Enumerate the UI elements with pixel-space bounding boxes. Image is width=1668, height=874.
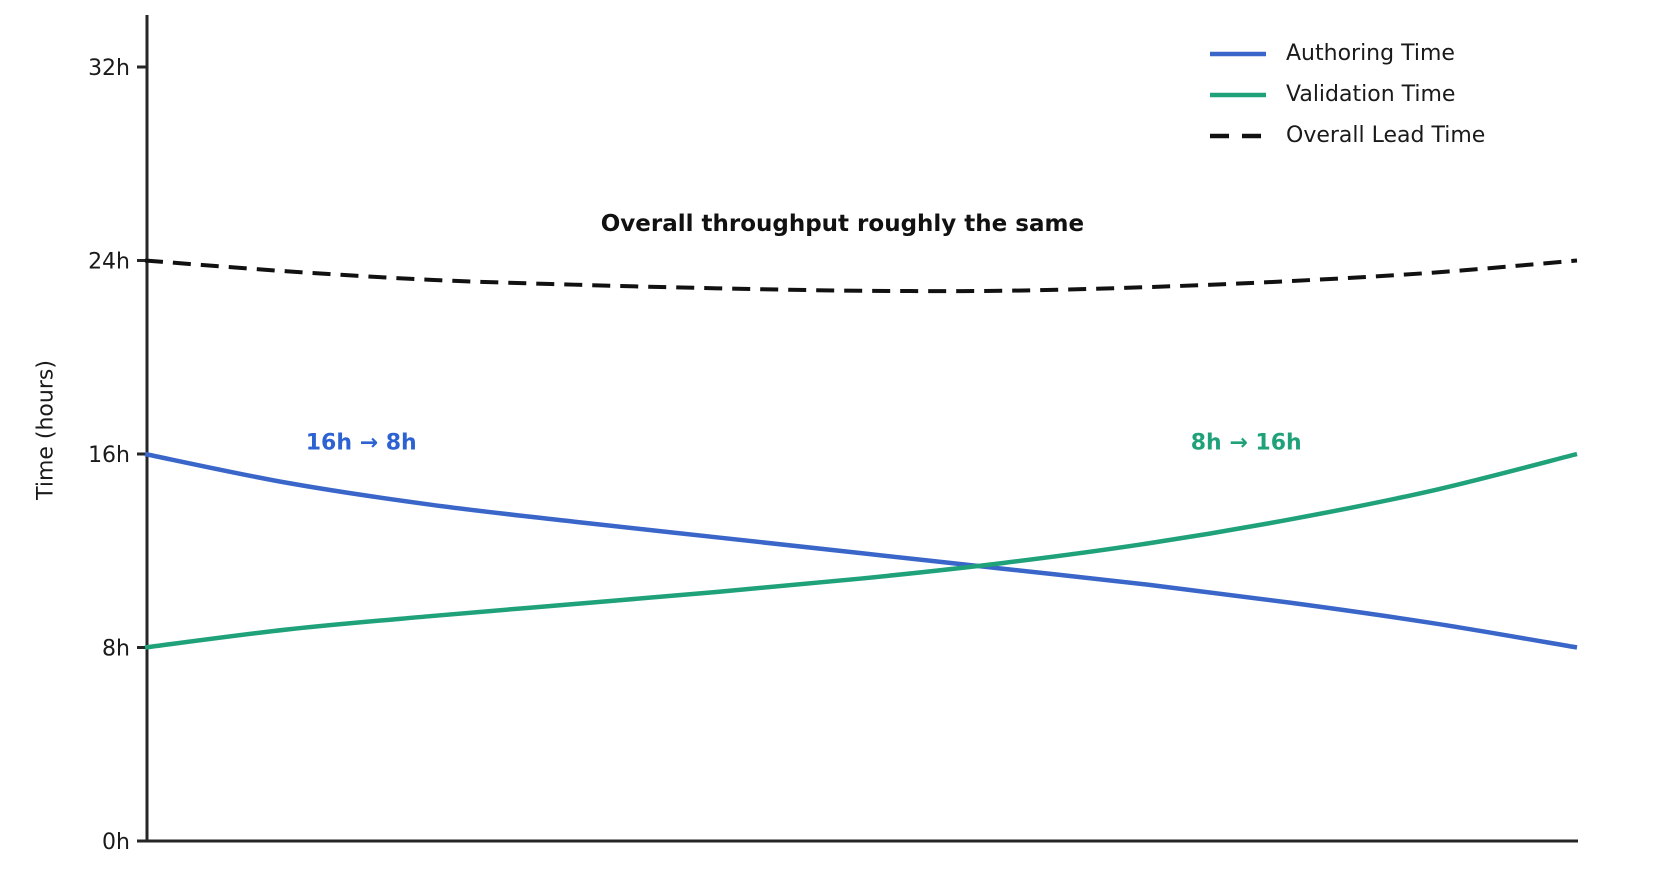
annotation-overall-throughput: Overall throughput roughly the same: [600, 211, 1085, 238]
legend-label: Validation Time: [1286, 82, 1456, 107]
y-tick-label: 8h: [102, 637, 130, 662]
legend-item-overall-lead-time: Overall Lead Time: [1210, 115, 1485, 156]
annotation-validation-time-change: 8h → 16h: [1190, 430, 1302, 456]
y-tick-label: 24h: [88, 250, 130, 275]
legend-label: Overall Lead Time: [1286, 123, 1486, 148]
legend-item-authoring-time: Authoring Time: [1210, 33, 1485, 74]
y-tick-label: 32h: [88, 56, 130, 81]
y-axis-label: Time (hours): [33, 360, 59, 500]
legend: Authoring Time Validation Time Overall Lea…: [1210, 33, 1485, 156]
legend-swatch-line: [1210, 51, 1266, 56]
legend-swatch-line: [1210, 133, 1266, 138]
y-tick-label: 16h: [88, 443, 130, 468]
series-line-validation-time: [144, 451, 1578, 650]
legend-swatch-line: [1210, 92, 1266, 97]
series-line-overall-lead-time: [144, 258, 1578, 294]
annotation-authoring-time-change: 16h → 8h: [305, 430, 417, 456]
y-tick-label: 0h: [102, 830, 130, 855]
legend-item-validation-time: Validation Time: [1210, 74, 1485, 115]
legend-label: Authoring Time: [1286, 41, 1455, 66]
series-line-authoring-time: [144, 451, 1578, 650]
